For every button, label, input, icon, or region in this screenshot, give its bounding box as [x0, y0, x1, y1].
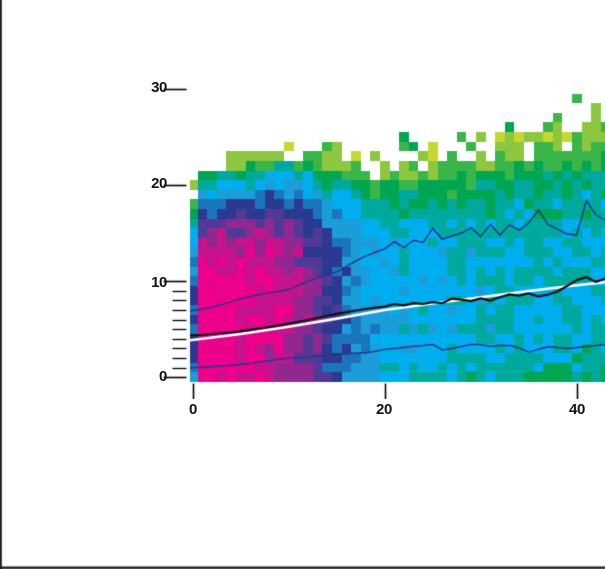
y-axis-tick-label-20: 20: [151, 175, 167, 192]
y-axis-tick-label-30: 30: [151, 79, 167, 96]
x-axis-tick-label-20: 20: [376, 401, 392, 418]
y-axis-tick-label-10: 10: [151, 274, 167, 291]
x-axis-tick-label-0: 0: [189, 401, 197, 418]
x-axis-tick-label-40: 40: [569, 401, 585, 418]
y-axis-tick-label-0: 0: [159, 368, 167, 385]
